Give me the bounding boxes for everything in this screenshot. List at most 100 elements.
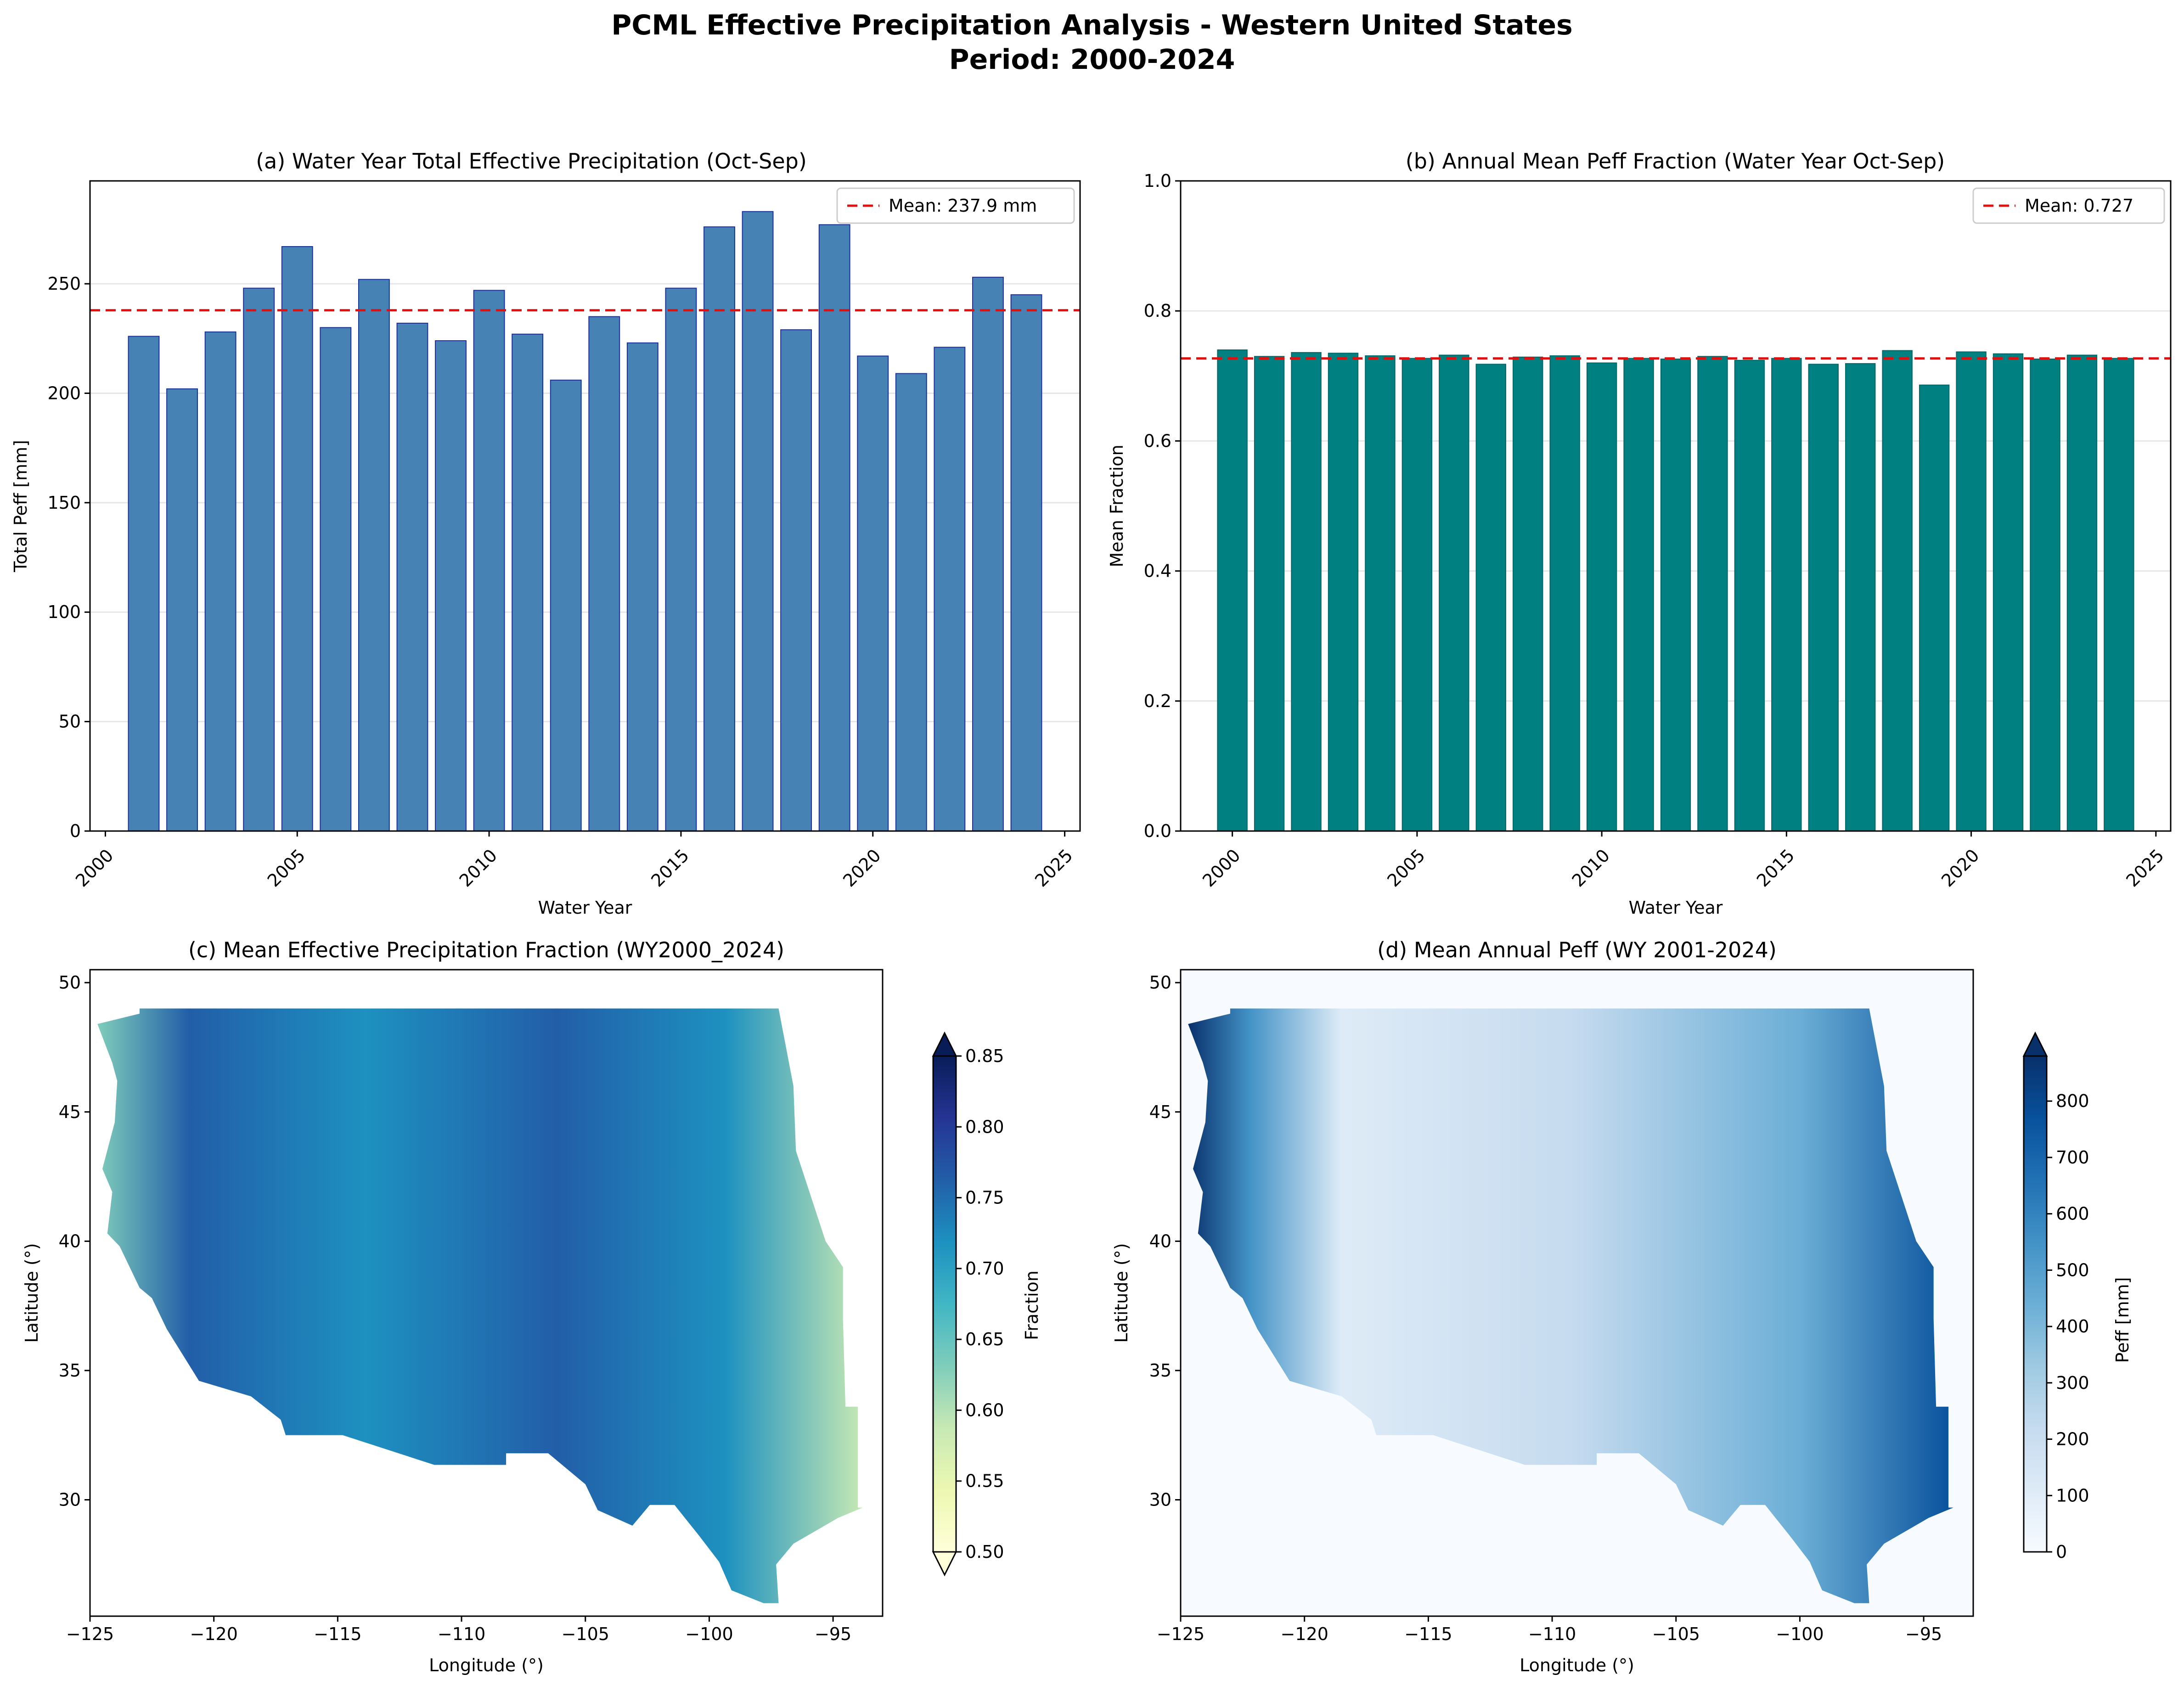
a-bar (857, 355, 889, 831)
panel-a-axes-frame (89, 180, 1081, 832)
a-bar (512, 333, 544, 831)
a-ytick-label: 0 (70, 821, 81, 841)
c-colorbar-tick-label: 0.85 (965, 1046, 1004, 1066)
c-ytick-label: 45 (59, 1102, 81, 1122)
panel-d-colorbar: 0 100 200 300 400 500 600 700 800 (2022, 1031, 2089, 1562)
panel-d-peff-map: (d) Mean Annual Peff (WY 2001-2024) −125… (1111, 938, 2133, 1675)
b-ytick-label: 1.0 (1144, 171, 1171, 191)
a-bar (281, 246, 313, 831)
panel-a-bars (128, 211, 1042, 832)
b-bar (1254, 356, 1285, 832)
panel-a-legend: Mean: 237.9 mm (836, 187, 1075, 224)
a-bar (320, 327, 352, 831)
panel-b-title: (b) Annual Mean Peff Fraction (Water Yea… (1406, 149, 1945, 174)
b-ytick-label: 0.4 (1144, 561, 1171, 581)
a-ytick-label: 50 (59, 712, 81, 732)
b-ytick-label: 0.0 (1144, 821, 1171, 841)
b-bar (1217, 349, 1248, 831)
panel-d-axes-frame (1180, 969, 1974, 1617)
d-xtick-label: −125 (1157, 1624, 1205, 1644)
b-bar (1808, 364, 1839, 831)
d-colorbar-tick-label: 300 (2056, 1373, 2089, 1393)
panel-d-western-us-raster (1188, 1008, 1953, 1603)
b-bar (1956, 351, 1987, 832)
panel-c-colorbar: 0.50 0.55 0.60 0.65 0.70 0.75 0.80 0.85 (932, 1031, 1004, 1577)
a-bar (243, 287, 275, 831)
a-bar (166, 388, 198, 831)
panel-a-y-axis-label: Total Peff [mm] (11, 440, 31, 573)
b-bar (1475, 364, 1506, 831)
a-bar (588, 316, 620, 831)
d-xtick-label: −110 (1528, 1624, 1576, 1644)
a-bar (972, 276, 1004, 831)
panel-c-x-ticks: −125 −120 −115 −110 −105 −100 −95 (66, 1616, 851, 1644)
c-ytick-label: 35 (59, 1360, 81, 1381)
c-ytick-label: 50 (59, 972, 81, 993)
b-bar (1365, 355, 1396, 831)
d-xtick-label: −95 (1905, 1624, 1942, 1644)
panel-c-y-ticks: 30 35 40 45 50 (59, 972, 90, 1510)
b-bar (1439, 354, 1469, 831)
b-ytick-label: 0.6 (1144, 431, 1171, 451)
c-colorbar-extend-min (932, 1551, 957, 1577)
d-colorbar-extend-max (2022, 1031, 2048, 1057)
a-bar (1010, 294, 1042, 831)
c-colorbar-tick-label: 0.65 (965, 1329, 1004, 1349)
panel-d-title: (d) Mean Annual Peff (WY 2001-2024) (1377, 938, 1777, 962)
panel-c-colorbar-label: Fraction (1022, 1270, 1042, 1340)
panel-d-colorbar-label: Peff [mm] (2112, 1277, 2133, 1363)
c-colorbar-tick-label: 0.80 (965, 1117, 1004, 1137)
panel-c-axes-frame (89, 969, 884, 1617)
c-colorbar-tick-label: 0.50 (965, 1542, 1004, 1562)
d-colorbar-tick-label: 100 (2056, 1485, 2089, 1506)
panel-a-legend-box (836, 187, 1075, 224)
b-bar (1586, 362, 1617, 831)
b-bar (1882, 350, 1913, 831)
b-bar (1623, 358, 1654, 831)
b-bar (1993, 353, 2024, 831)
c-colorbar-fill (933, 1056, 956, 1552)
a-bar (665, 287, 697, 831)
b-ytick-label: 0.8 (1144, 301, 1171, 321)
a-bar (358, 279, 390, 832)
d-colorbar-tick-label: 800 (2056, 1091, 2089, 1111)
a-bar (550, 379, 582, 831)
a-bar (895, 373, 927, 831)
panel-b-axes-frame (1180, 180, 2172, 832)
d-colorbar-outline (2023, 1056, 2048, 1553)
a-bar (818, 224, 850, 832)
b-bar (1919, 384, 1950, 831)
panel-b-mean-fraction-bar-chart: (b) Annual Mean Peff Fraction (Water Yea… (1107, 149, 2172, 918)
panel-b-y-ticks: 0.0 0.2 0.4 0.6 0.8 1.0 (1144, 171, 1181, 841)
c-xtick-label: −120 (190, 1624, 238, 1644)
a-bar (473, 290, 505, 832)
panel-b-bars (1217, 349, 2134, 832)
panel-d-y-axis-label: Latitude (°) (1111, 1243, 1131, 1343)
figure-title-line1: PCML Effective Precipitation Analysis - … (611, 9, 1572, 41)
a-bar (626, 342, 659, 831)
b-bar (1697, 356, 1728, 832)
c-xtick-label: −95 (815, 1624, 851, 1644)
a-bar (435, 340, 467, 831)
d-xtick-label: −105 (1652, 1624, 1700, 1644)
c-colorbar-outline (932, 1056, 957, 1552)
d-xtick-label: −100 (1776, 1624, 1824, 1644)
panel-c-title: (c) Mean Effective Precipitation Fractio… (188, 938, 784, 962)
panel-c-x-axis-label: Longitude (°) (429, 1655, 544, 1675)
d-colorbar-fill (2024, 1056, 2047, 1552)
d-colorbar-tick-label: 700 (2056, 1147, 2089, 1168)
b-bar (1549, 355, 1580, 831)
panel-d-x-axis-label: Longitude (°) (1520, 1655, 1634, 1675)
c-xtick-label: −125 (66, 1624, 114, 1644)
b-bar (1402, 358, 1433, 831)
b-bar (2066, 354, 2098, 831)
c-ytick-label: 40 (59, 1231, 81, 1251)
a-bar (742, 211, 774, 832)
panel-a-y-ticks: 0 50 100 150 200 250 (47, 274, 90, 841)
a-bar (396, 322, 428, 831)
d-ytick-label: 50 (1149, 972, 1171, 993)
d-colorbar-tick-label: 400 (2056, 1316, 2089, 1337)
b-bar (1734, 360, 1765, 831)
a-ytick-label: 150 (47, 493, 81, 513)
panel-a-legend-label: Mean: 237.9 mm (889, 196, 1037, 216)
